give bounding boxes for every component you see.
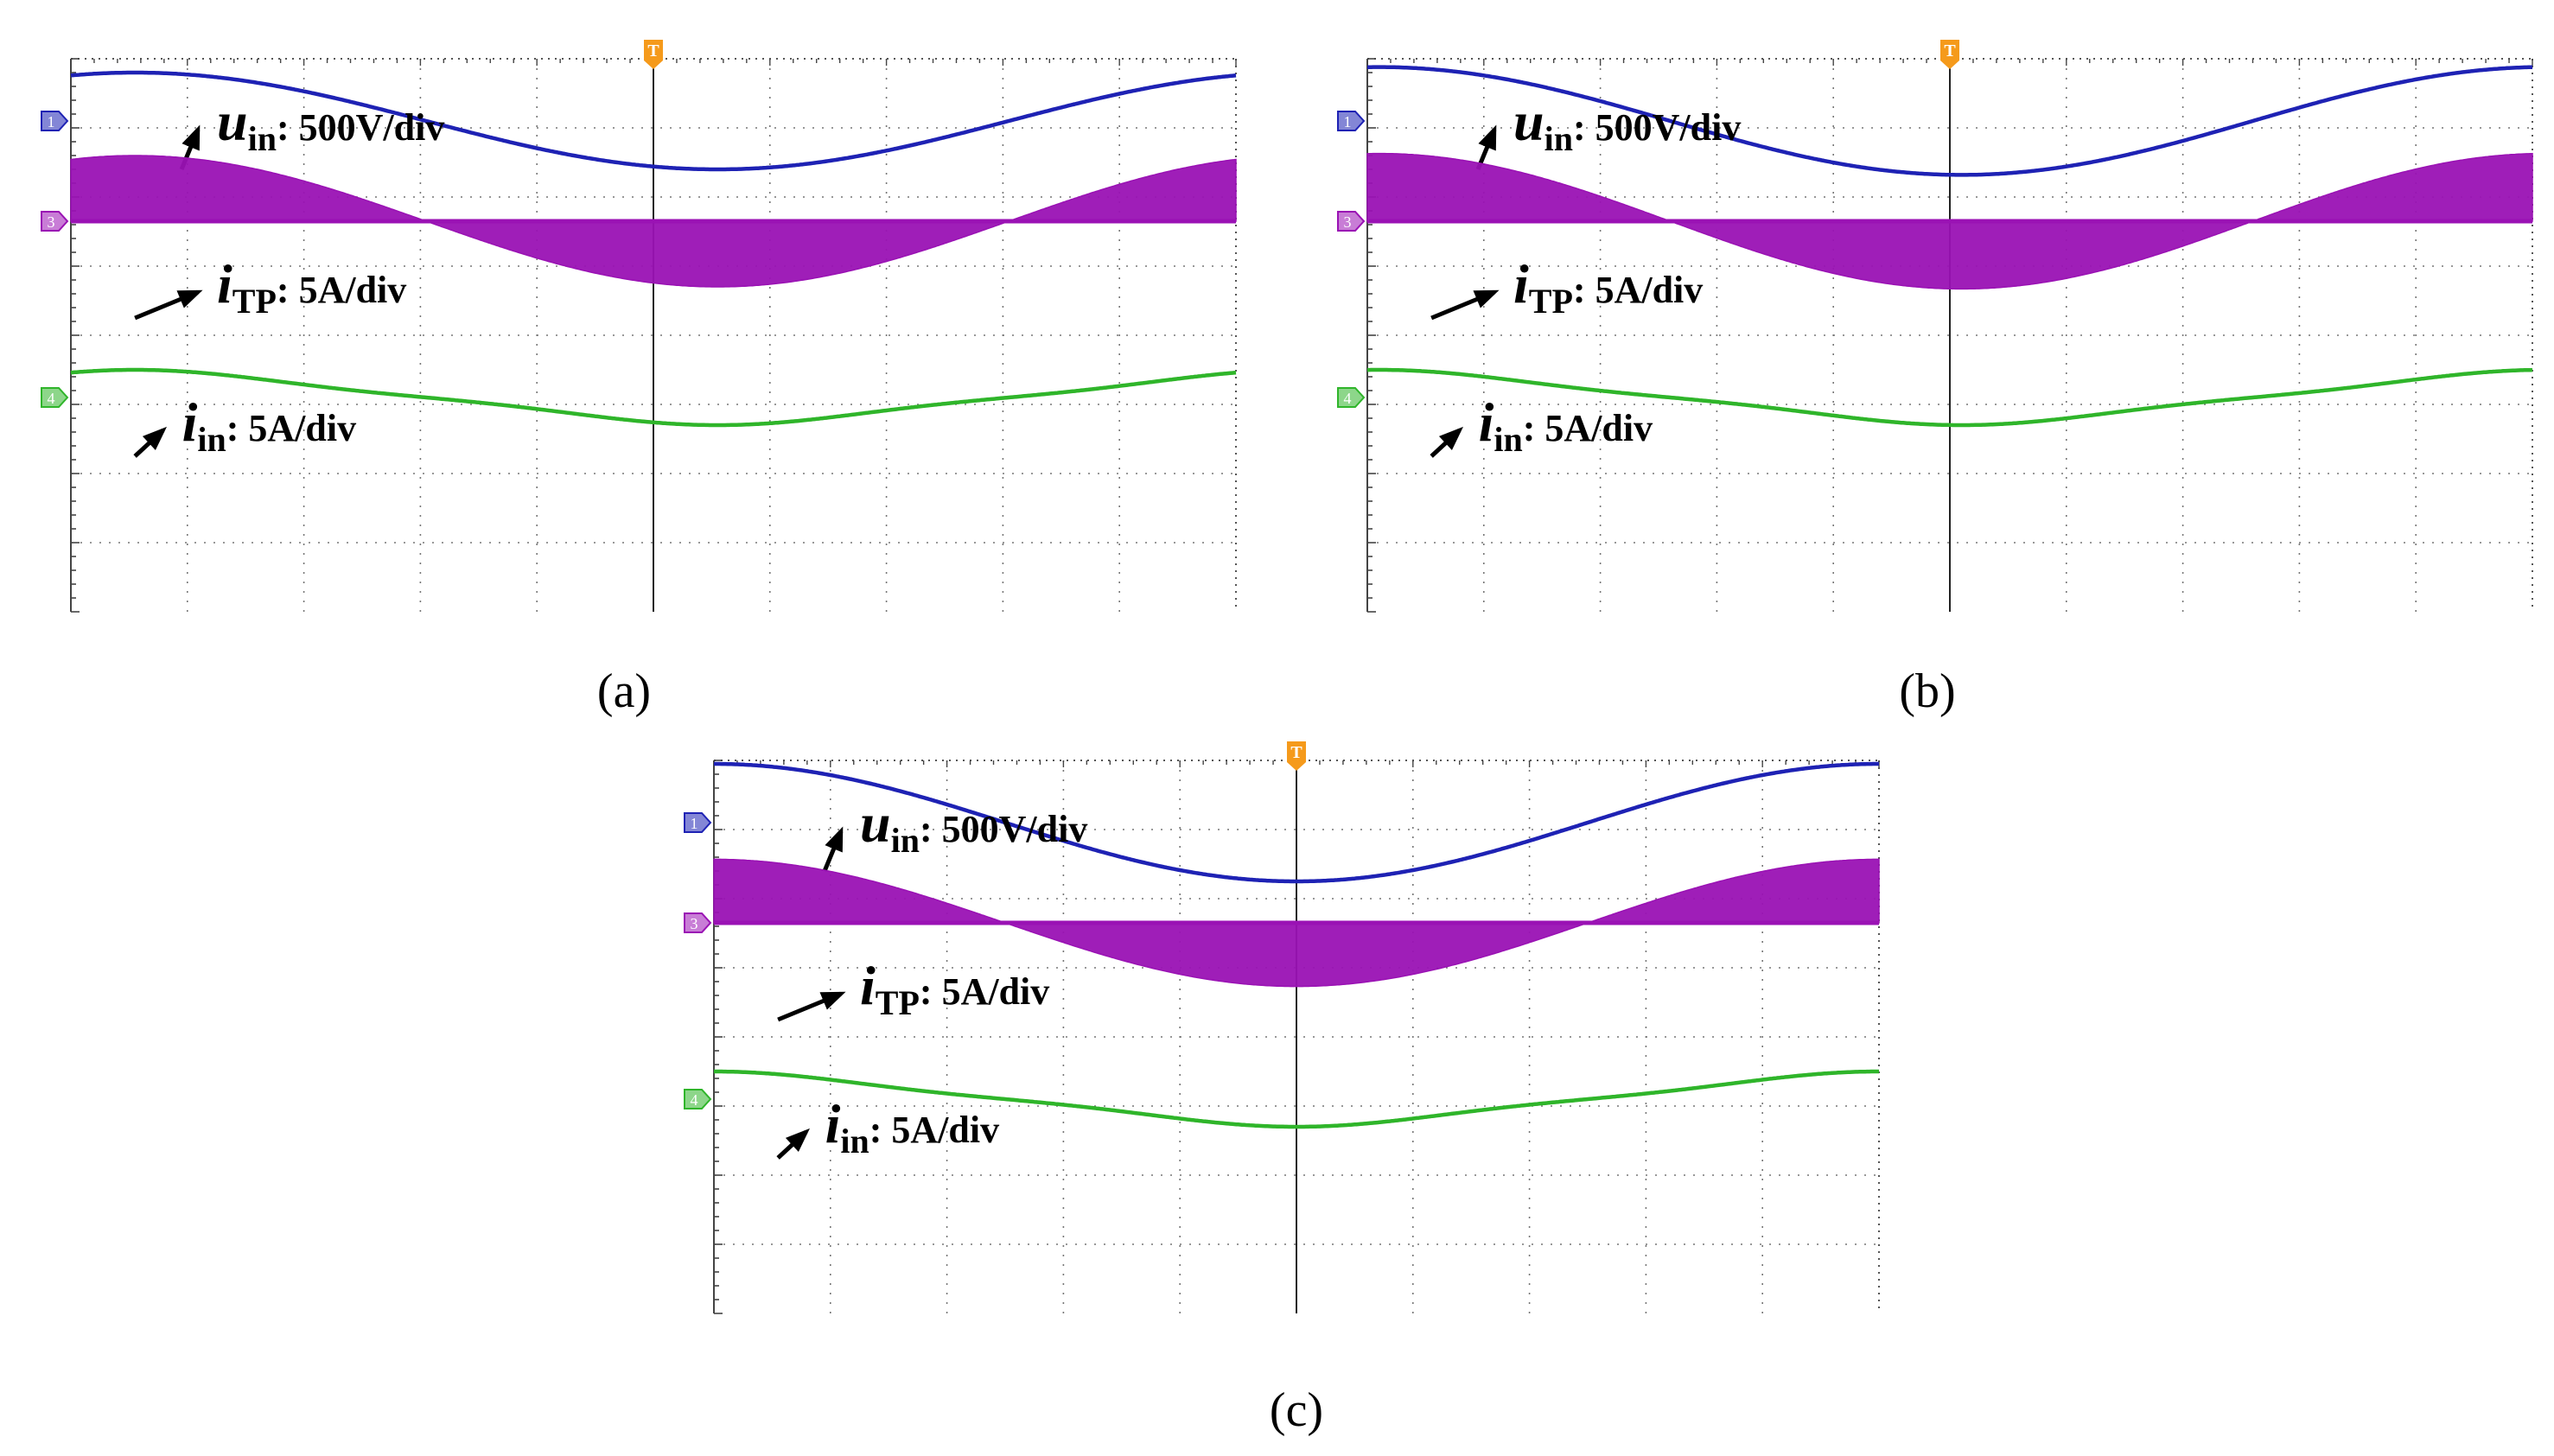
scope-grid [70,58,1237,613]
annotation-symbol: i [860,955,876,1016]
channel-marker-label: 3 [48,213,55,231]
annotation-subscript: TP [876,983,920,1022]
channel-marker-label: 4 [1344,390,1352,407]
annotation-i_in: iin: 5A/div [776,1093,1000,1160]
trace-u_in [1366,65,2533,177]
trace-i_in [713,1069,1880,1129]
channel-marker-3: 4 [684,1089,712,1109]
channel-marker-2: 3 [41,211,69,232]
annotation-subscript: in [197,420,226,459]
trigger-marker: T [644,40,663,69]
annotation-symbol: i [825,1093,841,1154]
channel-marker-label: 3 [1344,213,1352,231]
annotation-i_in: iin: 5A/div [133,391,357,459]
annotation-symbol: i [217,253,232,315]
annotation-symbol: i [1513,253,1529,315]
channel-marker-label: 3 [691,915,698,932]
annotation-label: uin: 500V/div [860,792,1087,860]
channel-marker-2: 3 [684,912,712,933]
annotation-u_in: uin: 500V/div [1475,91,1741,170]
annotation-scale: : 500V/div [920,808,1087,850]
annotation-symbol: u [860,792,891,854]
annotation-i_TP: iTP: 5A/div [1430,253,1703,321]
annotation-label: uin: 500V/div [1513,91,1741,158]
annotation-i_in: iin: 5A/div [1430,391,1653,459]
trigger-marker-label: T [1944,41,1956,60]
annotation-arrowhead [825,826,844,853]
annotation-symbol: u [1513,91,1545,152]
panel-c-label: (c) [1270,1383,1323,1437]
channel-marker-2: 3 [1337,211,1366,232]
annotation-subscript: TP [1529,282,1573,321]
annotation-scale: : 5A/div [920,970,1049,1013]
panel-b-label: (b) [1899,664,1955,718]
trigger-marker-label: T [647,41,659,60]
annotation-arrowhead [176,289,203,308]
annotation-subscript: in [1494,420,1522,459]
annotation-label: iin: 5A/div [1479,391,1653,459]
annotation-scale: : 5A/div [869,1109,999,1151]
trace-u_in [713,761,1880,884]
trace-u_in [70,70,1237,172]
channel-marker-label: 1 [691,815,698,832]
annotation-subscript: in [1545,119,1573,158]
channel-marker-1: 1 [41,111,69,131]
annotation-label: iTP: 5A/div [1513,253,1703,321]
annotation-label: iin: 5A/div [825,1093,1000,1160]
annotation-scale: : 5A/div [1523,407,1653,449]
annotation-arrowhead [785,1128,810,1153]
channel-marker-1: 1 [684,812,712,833]
annotation-arrowhead [1438,426,1463,451]
annotation-subscript: in [248,119,277,158]
annotation-arrowhead [182,124,201,151]
annotation-label: iTP: 5A/div [217,253,406,321]
annotation-symbol: i [182,391,198,453]
channel-marker-3: 4 [41,387,69,408]
annotation-i_TP: iTP: 5A/div [134,253,406,321]
annotation-scale: : 5A/div [226,407,356,449]
annotation-label: iTP: 5A/div [860,955,1049,1022]
annotation-scale: : 5A/div [277,269,406,311]
trigger-marker: T [1940,40,1959,69]
trace-i_in [70,367,1237,428]
annotation-scale: : 500V/div [277,106,444,149]
channel-marker-label: 1 [1344,113,1352,130]
trigger-marker: T [1287,741,1306,771]
annotation-label: iin: 5A/div [182,391,357,459]
trigger-marker-label: T [1290,743,1302,762]
annotation-symbol: u [217,91,248,152]
annotation-symbol: i [1479,391,1494,453]
channel-marker-label: 4 [691,1091,698,1109]
annotation-subscript: in [891,821,920,860]
channel-marker-label: 1 [48,113,55,130]
annotation-arrowhead [819,991,846,1010]
annotation-u_in: uin: 500V/div [822,792,1087,872]
annotation-u_in: uin: 500V/div [179,91,444,170]
annotation-i_TP: iTP: 5A/div [777,955,1049,1022]
channel-marker-1: 1 [1337,111,1366,131]
trace-i_in [1366,367,2533,428]
annotation-arrowhead [142,426,167,451]
channel-marker-3: 4 [1337,387,1366,408]
annotation-label: uin: 500V/div [217,91,444,158]
annotation-scale: : 500V/div [1573,106,1741,149]
channel-marker-label: 4 [48,390,55,407]
annotation-subscript: in [840,1122,869,1160]
panel-a-label: (a) [597,664,651,718]
annotation-arrowhead [1478,124,1497,151]
annotation-subscript: TP [232,282,277,321]
annotation-arrowhead [1473,289,1500,308]
annotation-scale: : 5A/div [1573,269,1703,311]
